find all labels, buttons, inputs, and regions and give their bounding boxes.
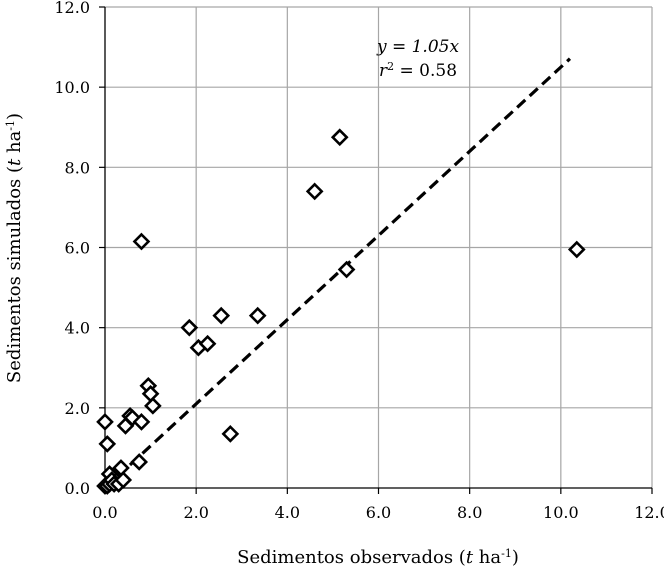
axes [99,6,653,494]
data-point [330,128,349,147]
x-tick-label: 12.0 [634,503,664,522]
data-point [248,306,267,325]
data-point [221,425,240,443]
data-point [198,334,217,353]
x-tick-label: 8.0 [457,503,482,522]
r-squared-label: r2 = 0.58 [379,60,457,82]
grid [105,6,653,488]
y-tick-label: 10.0 [54,78,90,97]
x-tick-label: 4.0 [275,503,300,522]
y-tick-label: 8.0 [65,158,90,177]
data-point [337,260,356,279]
data-point [132,232,151,251]
x-tick-label: 10.0 [543,503,579,522]
data-points [96,128,586,495]
y-axis-title: Sedimentos simulados (t ha-1) [4,113,26,383]
data-point [567,240,586,259]
x-tick-label: 6.0 [366,503,391,522]
x-tick-label: 2.0 [183,503,208,522]
fit-line [103,57,572,490]
y-tick-label: 4.0 [65,319,90,338]
fit-equation: y = 1.05x [376,37,460,57]
data-point [180,318,199,337]
y-tick-label: 2.0 [65,399,90,418]
tick-labels: 0.0 2.0 4.0 6.0 8.0 10.0 12.0 0.0 2.0 4.0 6.0 8.0 10… [54,0,664,522]
y-tick-label: 12.0 [54,0,90,17]
fit-line-group [103,57,572,490]
data-point [98,435,117,453]
data-point [96,413,114,431]
y-tick-label: 6.0 [65,239,90,258]
data-point [212,306,231,325]
data-point [305,182,324,201]
y-tick-label: 0.0 [65,479,90,498]
x-tick-label: 0.0 [92,503,117,522]
data-point [130,453,149,471]
data-point [114,471,133,489]
x-axis-title: Sedimentos observados (t ha-1) [237,547,519,569]
data-point [144,396,162,415]
data-point [132,413,151,431]
